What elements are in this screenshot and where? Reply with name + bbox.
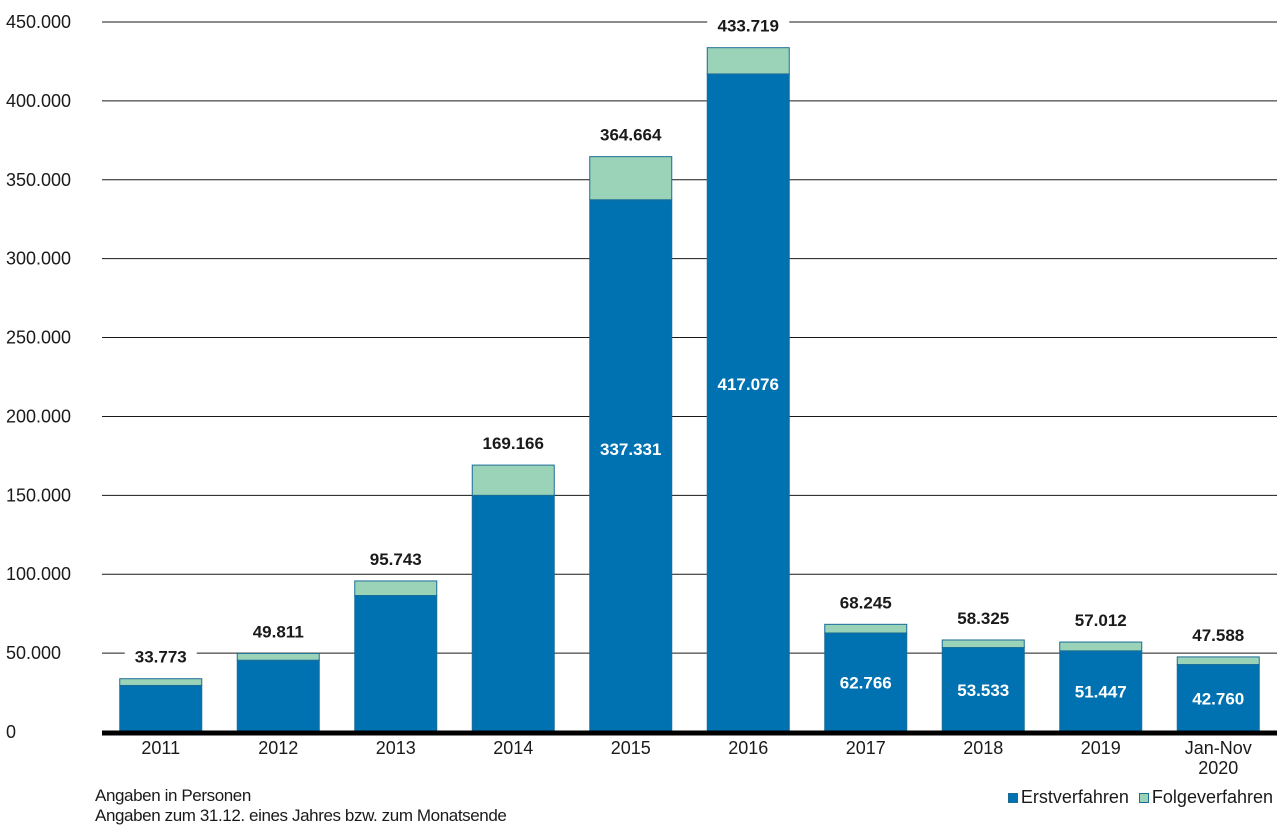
x-tick-label: Jan-Nov 2020 xyxy=(1185,738,1252,778)
x-tick-label: 2014 xyxy=(493,738,533,758)
bar-erstverfahren xyxy=(236,659,320,733)
total-label: 68.245 xyxy=(840,593,892,612)
bar-erstverfahren xyxy=(706,73,790,733)
erstverfahren-value-label: 51.447 xyxy=(1075,682,1127,701)
y-tick-label: 100.000 xyxy=(6,564,71,584)
y-tick-label: 350.000 xyxy=(6,170,71,190)
total-label: 433.719 xyxy=(718,17,779,36)
total-label-background xyxy=(359,546,432,571)
erstverfahren-value-label: 42.760 xyxy=(1192,689,1244,708)
total-label-background xyxy=(829,590,902,615)
y-tick-label: 300.000 xyxy=(6,249,71,269)
x-tick-label: 2018 xyxy=(963,738,1003,758)
total-label: 364.664 xyxy=(600,126,662,145)
x-tick-label-line: Jan-Nov xyxy=(1185,738,1252,758)
legend-swatch-erstverfahren xyxy=(1007,792,1018,803)
y-tick-label: 450.000 xyxy=(6,12,71,32)
bar-erstverfahren xyxy=(471,494,555,733)
chart-notes: Angaben in Personen Angaben zum 31.12. e… xyxy=(95,786,507,826)
x-tick-label: 2016 xyxy=(728,738,768,758)
total-label: 47.588 xyxy=(1192,626,1244,645)
bar-folgeverfahren xyxy=(236,652,320,661)
total-label-background xyxy=(589,122,672,147)
bar-erstverfahren xyxy=(119,684,203,733)
total-label: 169.166 xyxy=(483,434,544,453)
legend-label-erstverfahren: Erstverfahren xyxy=(1020,787,1129,807)
total-label-background xyxy=(124,644,197,669)
bar-folgeverfahren xyxy=(119,678,203,686)
y-tick-label: 150.000 xyxy=(6,485,71,505)
x-tick-label-line: 2020 xyxy=(1198,758,1238,778)
x-tick-label: 2019 xyxy=(1081,738,1121,758)
x-tick-label: 2015 xyxy=(611,738,651,758)
total-label-background xyxy=(1064,608,1137,633)
bar-folgeverfahren xyxy=(1176,656,1260,666)
total-label: 33.773 xyxy=(135,648,187,667)
y-tick-label: 50.000 xyxy=(6,643,61,663)
y-tick-label: 200.000 xyxy=(6,406,71,426)
bar-folgeverfahren xyxy=(824,623,908,634)
total-label-background xyxy=(947,605,1020,630)
bar-erstverfahren xyxy=(941,647,1025,733)
bar-erstverfahren xyxy=(354,595,438,733)
bar-folgeverfahren xyxy=(589,156,673,201)
note-reference-date: Angaben zum 31.12. eines Jahres bzw. zum… xyxy=(95,806,507,825)
legend: Erstverfahren Folgeverfahren xyxy=(1007,787,1273,808)
x-tick-label: 2017 xyxy=(846,738,886,758)
bar-folgeverfahren xyxy=(471,464,555,496)
bar-folgeverfahren xyxy=(941,639,1025,649)
legend-label-folgeverfahren: Folgeverfahren xyxy=(1151,787,1273,807)
stacked-bar-chart: 0 50.000 100.000 150.000 200.000 250.000 300.0… xyxy=(6,12,1277,778)
legend-item-folgeverfahren: Folgeverfahren xyxy=(1138,787,1273,808)
total-label-background xyxy=(472,431,555,456)
y-tick-label: 250.000 xyxy=(6,328,71,348)
total-label-background xyxy=(242,619,315,644)
x-tick-label: 2013 xyxy=(376,738,416,758)
total-label-background xyxy=(707,13,790,38)
bar-folgeverfahren xyxy=(706,47,790,75)
total-label-background xyxy=(1182,622,1255,647)
bar-folgeverfahren xyxy=(1059,641,1143,652)
note-unit: Angaben in Personen xyxy=(95,786,251,805)
total-label: 57.012 xyxy=(1075,611,1127,630)
total-label: 49.811 xyxy=(253,622,304,641)
erstverfahren-value-label: 53.533 xyxy=(957,681,1009,700)
total-label: 95.743 xyxy=(370,550,422,569)
x-tick-label: 2012 xyxy=(258,738,298,758)
erstverfahren-value-label: 62.766 xyxy=(840,673,892,692)
legend-swatch-folgeverfahren xyxy=(1138,792,1149,803)
total-label: 58.325 xyxy=(957,609,1009,628)
bar-erstverfahren xyxy=(1059,650,1143,733)
bar-folgeverfahren xyxy=(354,580,438,597)
legend-item-erstverfahren: Erstverfahren xyxy=(1007,787,1129,808)
y-tick-label: 400.000 xyxy=(6,91,71,111)
y-tick-label: 0 xyxy=(6,722,16,742)
x-tick-label: 2011 xyxy=(141,738,180,758)
bar-erstverfahren xyxy=(1176,664,1260,733)
bar-erstverfahren xyxy=(824,632,908,733)
erstverfahren-value-label: 337.331 xyxy=(600,440,661,459)
bar-erstverfahren xyxy=(589,199,673,733)
erstverfahren-value-label: 417.076 xyxy=(718,375,779,394)
